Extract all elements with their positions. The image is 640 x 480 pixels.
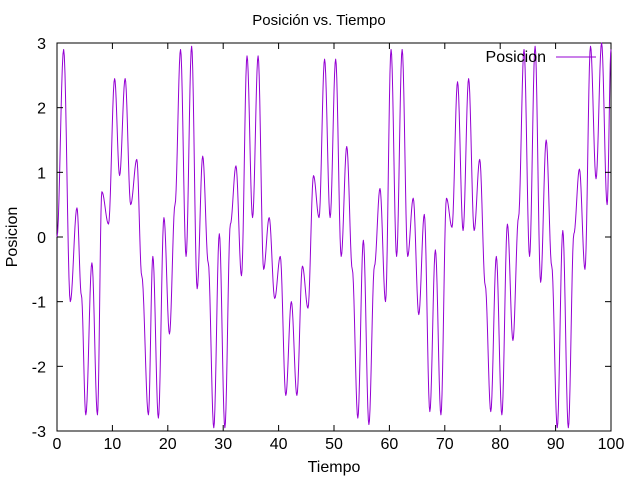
x-tick-label: 30 — [214, 436, 232, 453]
chart-title: Posición vs. Tiempo — [252, 12, 385, 29]
x-axis-label: Tiempo — [308, 459, 361, 476]
x-tick-label: 60 — [381, 436, 399, 453]
x-tick-label: 0 — [53, 436, 62, 453]
y-tick-label: 2 — [37, 101, 46, 118]
x-tick-label: 80 — [491, 436, 509, 453]
y-tick-label: -2 — [32, 359, 46, 376]
x-tick-label: 90 — [547, 436, 565, 453]
series-line-posicion — [56, 42, 612, 429]
ticks-layer: 0 10 20 30 40 50 60 70 80 90 100 -3 -2 -1 0 1 2 3 — [32, 36, 625, 453]
y-tick-label: -1 — [32, 295, 46, 312]
legend: Posicion — [486, 49, 596, 66]
y-axis-label: Posicion — [4, 207, 21, 267]
x-tick-label: 50 — [325, 436, 343, 453]
y-tick-label: 0 — [37, 230, 46, 247]
y-tick-label: -3 — [32, 424, 46, 441]
legend-label-posicion: Posicion — [486, 49, 546, 66]
y-tick-label: 3 — [37, 36, 46, 53]
x-tick-label: 40 — [270, 436, 288, 453]
x-tick-label: 10 — [104, 436, 122, 453]
x-tick-label: 20 — [159, 436, 177, 453]
x-tick-label: 100 — [598, 436, 625, 453]
series-layer — [56, 42, 612, 429]
x-tick-label: 70 — [436, 436, 454, 453]
y-tick-label: 1 — [37, 165, 46, 182]
